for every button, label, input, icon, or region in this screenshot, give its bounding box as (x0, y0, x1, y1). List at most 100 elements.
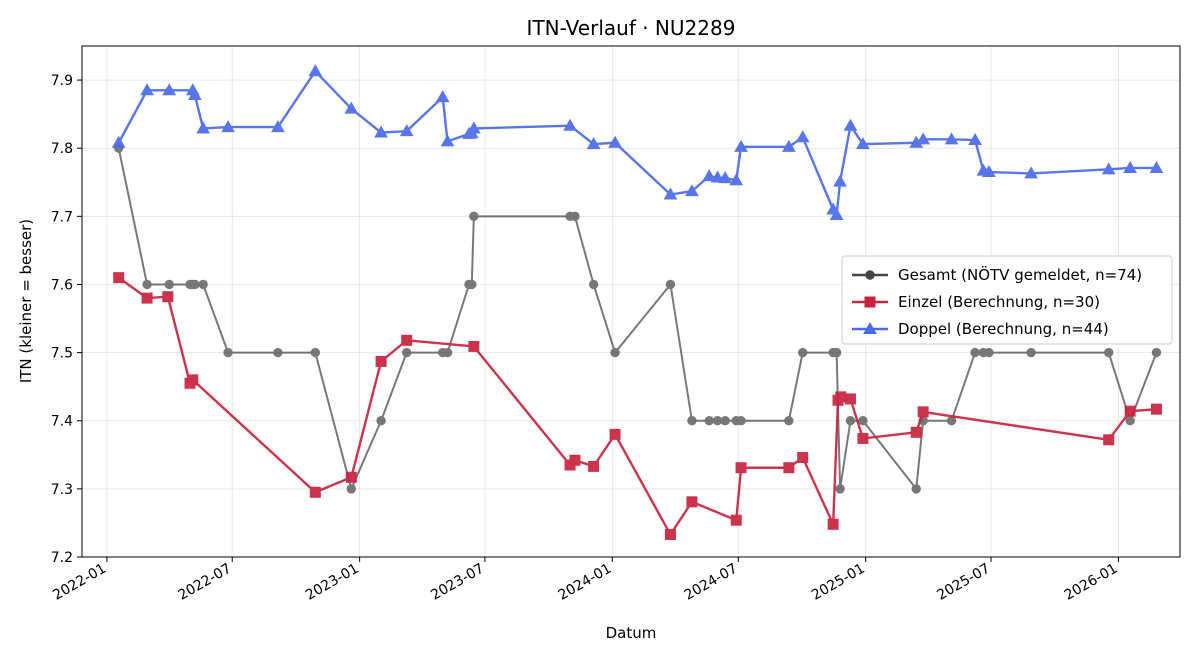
data-point (702, 169, 717, 182)
data-point (833, 174, 847, 187)
data-point (911, 484, 921, 494)
data-point (608, 135, 622, 148)
data-point (310, 347, 321, 358)
data-point (984, 347, 994, 358)
data-point (375, 355, 387, 367)
data-point (141, 292, 153, 304)
data-point (399, 124, 414, 137)
series-line (117, 70, 1157, 217)
chart-title: ITN-Verlauf · NU2289 (527, 16, 736, 40)
data-point (223, 347, 233, 358)
legend-label: Einzel (Berechnung, n=30) (898, 293, 1100, 311)
data-point (588, 460, 600, 472)
series-circle (113, 143, 1162, 494)
data-point (345, 471, 357, 483)
data-point (686, 496, 698, 508)
data-point (376, 416, 386, 426)
data-point (570, 211, 580, 222)
data-point (187, 88, 202, 101)
data-point (734, 139, 748, 152)
data-point (196, 121, 211, 134)
data-point (1024, 166, 1039, 179)
plot-area-frame (81, 45, 1181, 558)
data-point (162, 83, 177, 96)
data-point (466, 121, 481, 134)
data-point (588, 279, 599, 290)
data-point (718, 171, 733, 184)
legend: Gesamt (NÖTV gemeldet, n=74) Einzel (Bere… (841, 255, 1173, 345)
data-point (917, 406, 929, 418)
data-point (190, 279, 200, 290)
data-point (140, 83, 154, 96)
data-point (858, 416, 868, 426)
y-tick-label: 7.6 (51, 277, 73, 293)
data-point (844, 393, 856, 405)
data-point (864, 296, 876, 308)
data-point (687, 416, 697, 426)
data-point (308, 64, 323, 77)
data-point (610, 347, 620, 358)
x-tick-label: 2024-01 (556, 561, 615, 604)
data-point (435, 90, 450, 103)
y-tick-label: 7.2 (51, 550, 73, 566)
data-point (374, 125, 388, 138)
y-tick-label: 7.8 (51, 141, 73, 157)
data-point (829, 207, 844, 220)
data-point (586, 137, 601, 150)
data-point (113, 272, 125, 284)
x-tick-label: 2022-01 (50, 561, 109, 604)
data-point (865, 270, 875, 280)
y-tick-label: 7.4 (51, 414, 73, 430)
data-point (685, 184, 699, 197)
y-axis-label: ITN (kleiner = besser) (17, 219, 35, 383)
series-triangle (111, 64, 1164, 220)
x-tick-label: 2025-01 (809, 561, 868, 604)
data-point (663, 187, 678, 200)
data-point (843, 118, 858, 131)
x-axis-label: Datum (606, 624, 657, 642)
x-tick-label: 2023-01 (303, 561, 362, 604)
data-point (845, 416, 856, 426)
data-point (346, 484, 357, 494)
data-point (1149, 160, 1164, 173)
data-point (164, 279, 174, 290)
data-point (797, 347, 808, 358)
data-point (704, 416, 714, 426)
legend-entry: Gesamt (NÖTV gemeldet, n=74) (852, 265, 1142, 284)
data-point (221, 120, 235, 133)
data-point (831, 347, 842, 358)
data-point (835, 391, 847, 403)
data-point (720, 416, 730, 426)
series-square (113, 272, 1162, 541)
x-tick-label: 2026-01 (1062, 561, 1121, 604)
data-point (783, 462, 795, 474)
data-point (795, 130, 810, 143)
data-point (563, 118, 577, 131)
data-point (664, 529, 676, 541)
data-point (1026, 347, 1036, 358)
legend-box (841, 255, 1173, 345)
data-point (857, 432, 869, 444)
data-point (469, 211, 479, 222)
data-point (309, 486, 321, 498)
data-point (273, 347, 283, 358)
data-point (730, 514, 742, 526)
data-point (468, 340, 480, 352)
y-tick-label: 7.3 (51, 482, 73, 498)
data-point (111, 135, 126, 148)
data-point (271, 120, 285, 133)
x-tick-label: 2025-07 (934, 561, 993, 604)
series-layer (111, 64, 1164, 541)
data-point (910, 426, 922, 438)
data-point (1125, 416, 1135, 426)
data-point (863, 321, 877, 334)
data-point (401, 347, 412, 358)
data-point (968, 133, 982, 146)
data-point (198, 279, 208, 290)
data-point (162, 291, 174, 303)
data-point (442, 347, 453, 358)
data-point (784, 416, 794, 426)
y-tick-label: 7.9 (51, 73, 73, 89)
